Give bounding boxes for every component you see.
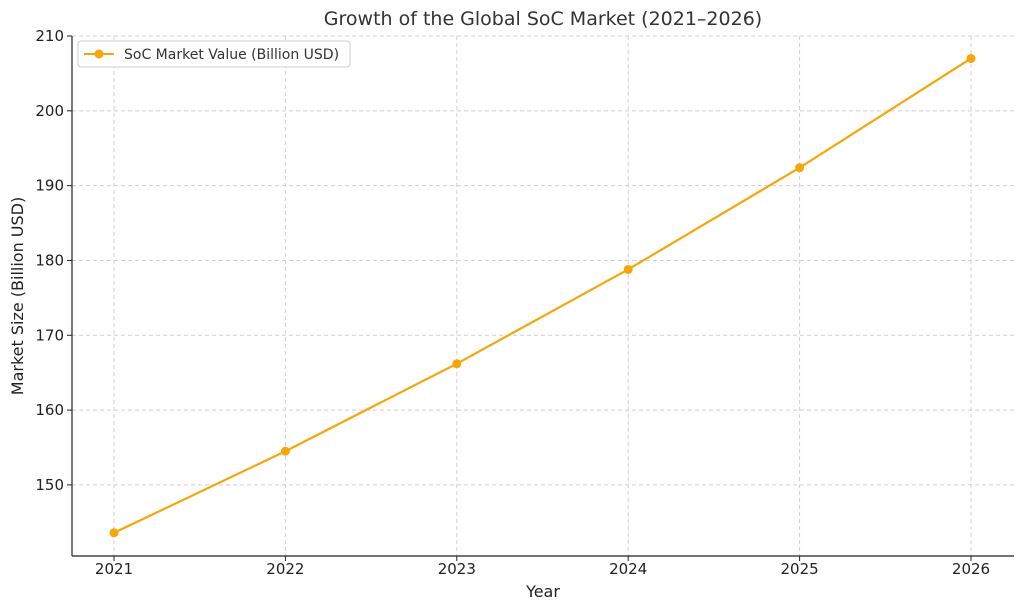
x-ticks: 2021 2022 2023 2024 2025 2026: [95, 556, 990, 578]
y-tick-label: 200: [35, 102, 64, 120]
x-tick-label: 2026: [952, 560, 990, 578]
chart-title: Growth of the Global SoC Market (2021–20…: [324, 8, 762, 30]
x-tick-label: 2021: [95, 560, 133, 578]
x-tick-label: 2024: [609, 560, 647, 578]
legend-label: SoC Market Value (Billion USD): [124, 47, 339, 63]
x-tick-label: 2023: [438, 560, 476, 578]
legend-box: [77, 40, 351, 68]
data-point: [623, 264, 633, 274]
data-point: [452, 359, 462, 369]
y-tick-label: 170: [35, 326, 64, 344]
data-point: [280, 446, 290, 456]
y-tick-label: 190: [35, 177, 64, 195]
data-point: [795, 163, 805, 173]
y-ticks: 150 160 170 180 190 200 210: [35, 27, 72, 494]
x-axis-label: Year: [525, 582, 560, 601]
series-layer: [109, 53, 976, 538]
y-tick-label: 160: [35, 401, 64, 419]
data-point: [109, 528, 119, 538]
x-tick-label: 2022: [266, 560, 304, 578]
series-line: [112, 57, 973, 534]
legend: SoC Market Value (Billion USD): [77, 40, 351, 68]
y-axis-label: Market Size (Billion USD): [8, 197, 27, 395]
grid: [72, 35, 1014, 556]
x-tick-label: 2025: [781, 560, 819, 578]
legend-marker: [94, 49, 104, 59]
y-tick-label: 180: [35, 251, 64, 269]
data-point: [966, 53, 976, 63]
y-tick-label: 150: [35, 476, 64, 494]
y-tick-label: 210: [35, 27, 64, 45]
